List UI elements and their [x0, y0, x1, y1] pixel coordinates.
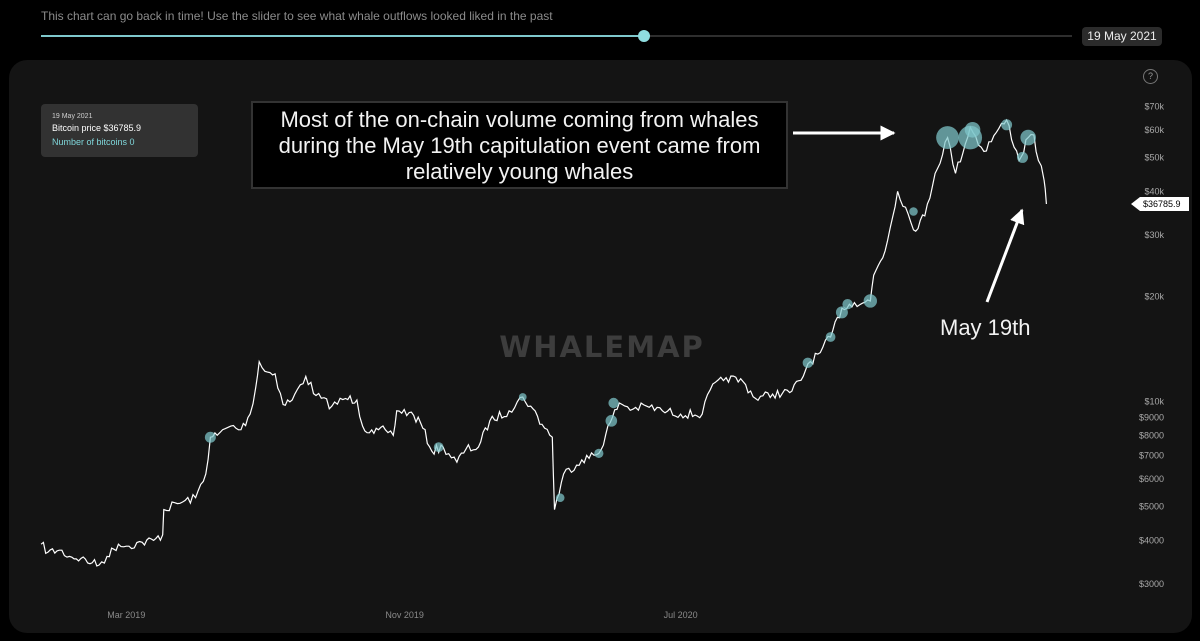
y-tick-label: $4000: [1139, 535, 1164, 545]
whale-bubble: [433, 442, 444, 453]
price-tag-shape: [1131, 196, 1189, 211]
whale-bubble: [594, 448, 604, 458]
y-tick-label: $9000: [1139, 412, 1164, 422]
y-tick-label: $40k: [1144, 186, 1164, 196]
chart-description: This chart can go back in time! Use the …: [41, 9, 553, 23]
help-icon[interactable]: ?: [1143, 69, 1158, 84]
y-axis: $3000 $4000 $5000 $6000 $7000 $8000 $9000 $10k $…: [1139, 101, 1165, 589]
whale-bubble: [802, 357, 814, 369]
annotation-arrow-up: [985, 208, 1025, 303]
whale-bubble: [842, 298, 853, 310]
annotation-line-3: relatively young whales: [405, 159, 634, 184]
whale-bubble: [605, 415, 618, 427]
tooltip-count: Number of bitcoins 0: [52, 137, 135, 147]
price-line: [40, 118, 1047, 567]
x-axis: Mar 2019 Nov 2019 Jul 2020: [107, 610, 697, 620]
whale-bubble: [1020, 129, 1036, 146]
whale-bubble: [909, 207, 918, 216]
y-tick-label: $3000: [1139, 579, 1164, 589]
tooltip-price: Bitcoin price $36785.9: [52, 123, 142, 133]
y-tick-label: $6000: [1139, 474, 1164, 484]
annotation-line-1: Most of the on-chain volume coming from …: [280, 107, 759, 132]
tooltip-date: 19 May 2021: [52, 113, 93, 120]
whale-bubbles: [204, 119, 1036, 503]
y-tick-label: $10k: [1144, 396, 1164, 406]
selected-date-badge: 19 May 2021: [1082, 27, 1162, 46]
x-tick-label: Jul 2020: [664, 610, 698, 620]
x-tick-label: Nov 2019: [385, 610, 424, 620]
whale-bubble: [936, 126, 959, 149]
whale-bubble: [835, 306, 848, 319]
y-tick-label: $60k: [1144, 125, 1164, 135]
price-tag-text: $36785.9: [1143, 199, 1181, 209]
whale-bubble: [204, 431, 216, 443]
y-tick-label: $30k: [1144, 230, 1164, 240]
time-slider[interactable]: [41, 30, 1072, 42]
y-tick-label: $50k: [1144, 152, 1164, 162]
x-tick-label: Mar 2019: [107, 610, 145, 620]
whale-bubble: [964, 121, 981, 138]
y-tick-label: $7000: [1139, 451, 1164, 461]
current-price-tag: $36785.9: [1131, 196, 1189, 211]
may-19th-label: May 19th: [940, 315, 1031, 340]
whale-bubble: [863, 294, 878, 308]
annotation-box: Most of the on-chain volume coming from …: [251, 101, 788, 189]
y-tick-label: $70k: [1144, 101, 1164, 111]
y-tick-label: $5000: [1139, 502, 1164, 512]
whale-bubble: [1017, 151, 1029, 163]
y-tick-label: $20k: [1144, 291, 1164, 301]
whale-bubble: [555, 493, 565, 503]
slider-handle[interactable]: [638, 30, 651, 42]
y-tick-label: $8000: [1139, 430, 1164, 440]
whale-bubble: [825, 332, 836, 342]
slider-fill: [41, 35, 645, 37]
hover-tooltip: 19 May 2021 Bitcoin price $36785.9 Numbe…: [41, 104, 198, 157]
whale-bubble: [518, 393, 527, 401]
whale-bubble: [608, 397, 619, 409]
annotation-line-2: during the May 19th capitulation event c…: [278, 133, 761, 158]
whale-bubble: [1001, 119, 1013, 131]
watermark: WHALEMAP: [499, 330, 705, 364]
